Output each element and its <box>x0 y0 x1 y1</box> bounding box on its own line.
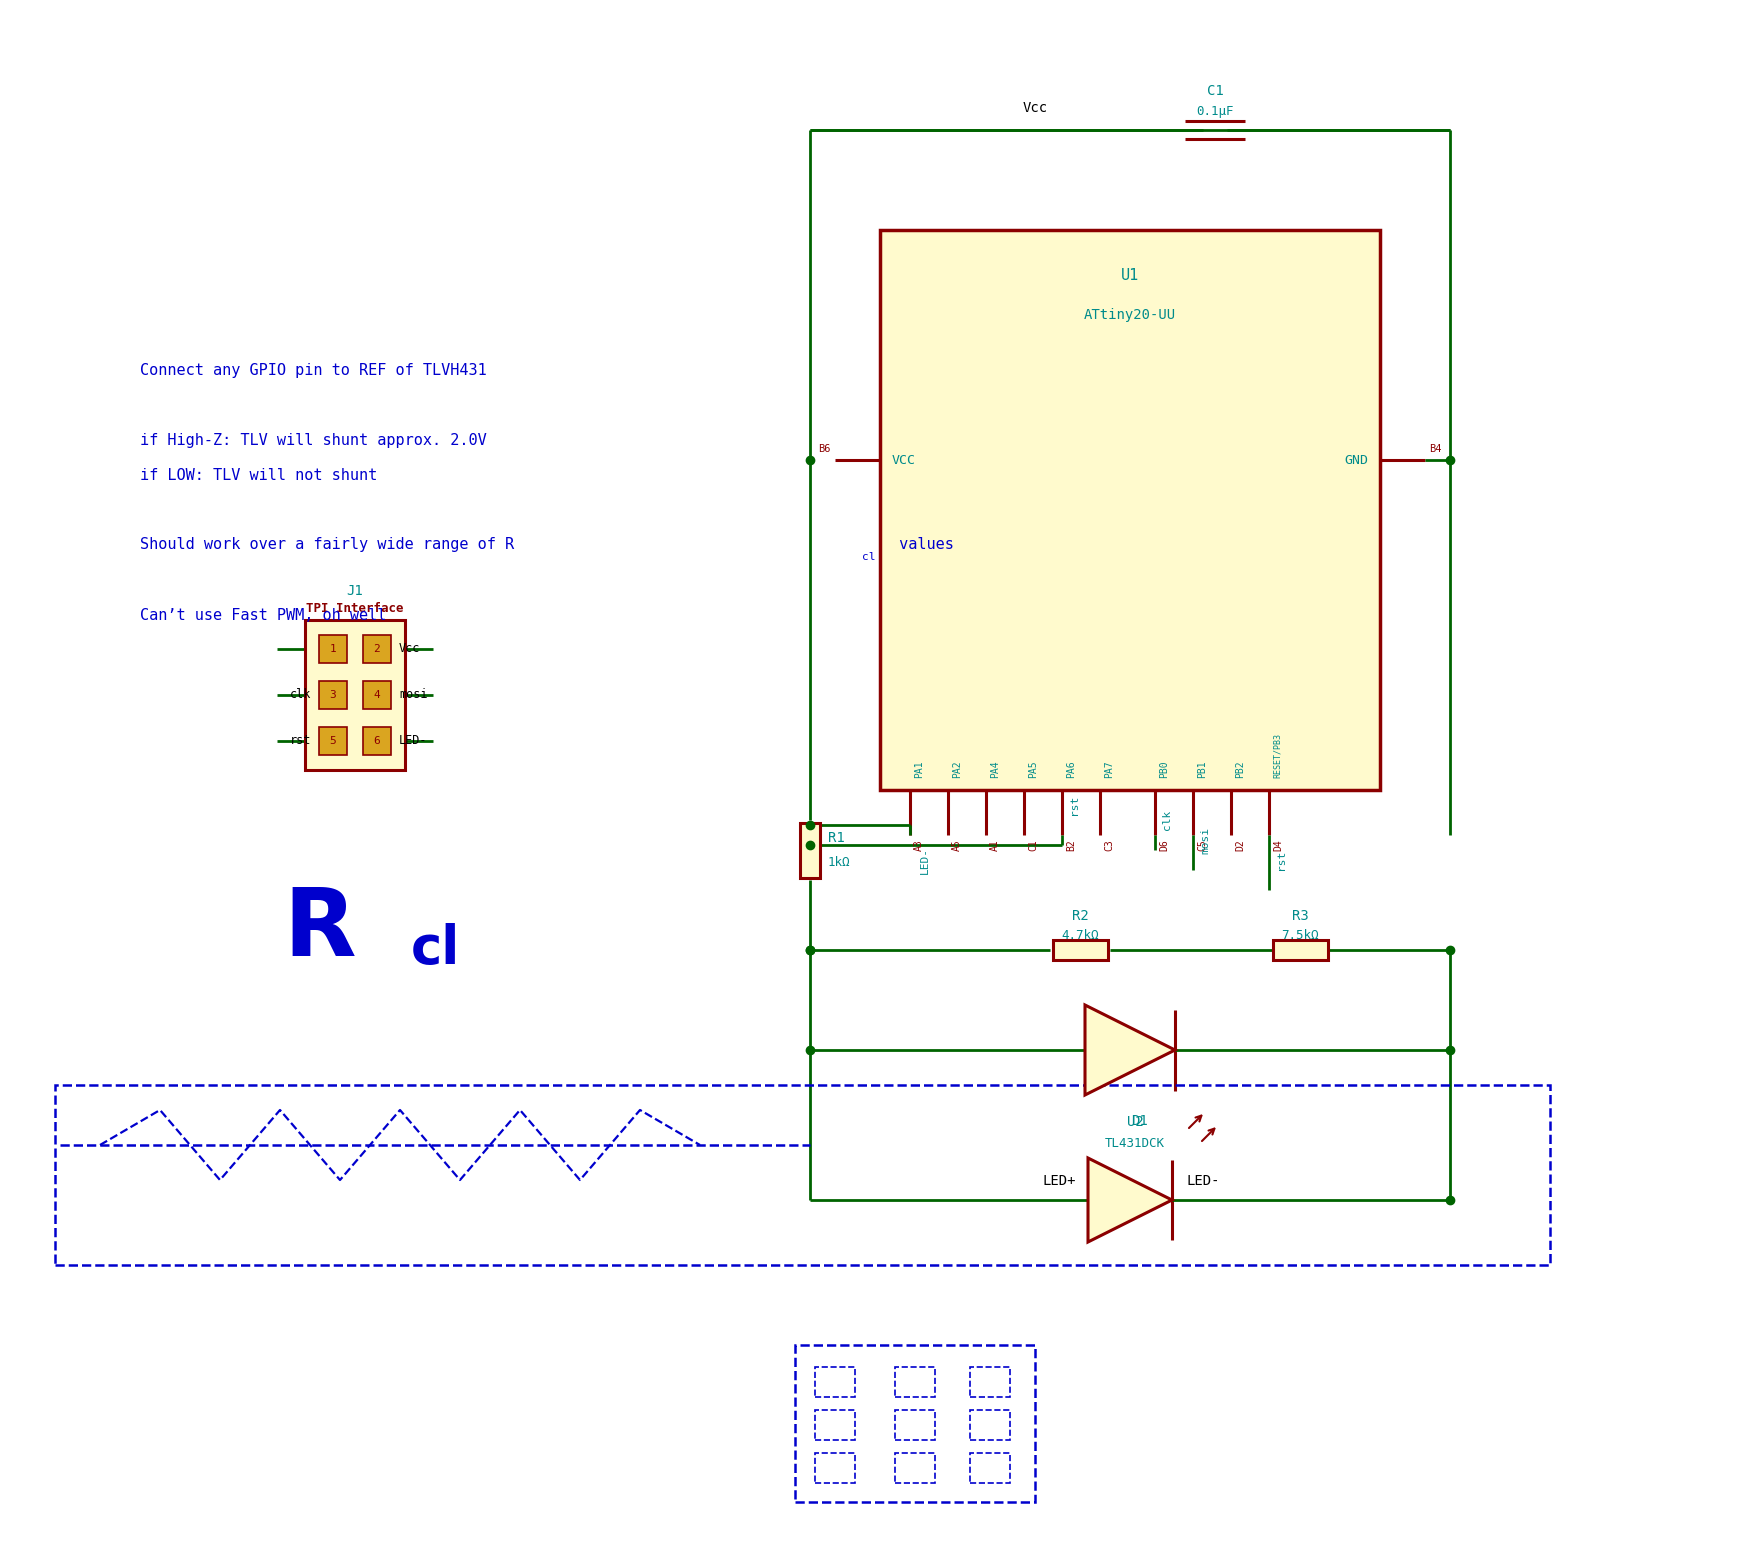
Text: R: R <box>284 883 357 976</box>
Text: J1: J1 <box>346 584 364 598</box>
Text: R2: R2 <box>1071 908 1088 922</box>
Text: 0.1μF: 0.1μF <box>1197 105 1234 118</box>
Text: if High-Z: TLV will shunt approx. 2.0V: if High-Z: TLV will shunt approx. 2.0V <box>140 432 486 448</box>
Text: D2: D2 <box>1236 839 1244 851</box>
Text: B6: B6 <box>819 443 831 454</box>
Text: rst: rst <box>1276 849 1286 870</box>
Text: 2: 2 <box>374 643 380 654</box>
Text: Can’t use Fast PWM, oh well: Can’t use Fast PWM, oh well <box>140 608 387 623</box>
Text: C3: C3 <box>1104 839 1115 851</box>
Text: cl: cl <box>863 552 875 563</box>
Text: TL431DCK: TL431DCK <box>1104 1138 1166 1150</box>
Text: clk: clk <box>289 688 312 702</box>
Text: D1: D1 <box>1132 1114 1148 1128</box>
Bar <box>54 1085 1550 1265</box>
Text: B4: B4 <box>1430 443 1442 454</box>
Text: A1: A1 <box>990 839 999 851</box>
Text: PA2: PA2 <box>952 761 963 778</box>
Text: TPI Interface: TPI Interface <box>306 601 404 615</box>
Text: values: values <box>891 538 954 552</box>
Text: mosi: mosi <box>399 688 427 702</box>
Text: LED-: LED- <box>399 735 427 747</box>
Text: LED-: LED- <box>920 846 929 874</box>
Bar <box>894 1367 934 1397</box>
Text: PA4: PA4 <box>990 761 999 778</box>
Text: clk: clk <box>1162 809 1172 831</box>
Text: U1: U1 <box>1122 268 1139 282</box>
Text: R1: R1 <box>828 831 845 845</box>
Text: PA7: PA7 <box>1104 761 1115 778</box>
Text: ATtiny20-UU: ATtiny20-UU <box>1083 308 1176 322</box>
Text: PB1: PB1 <box>1197 761 1207 778</box>
Text: 5: 5 <box>329 736 336 746</box>
Text: Connect any GPIO pin to REF of TLVH431: Connect any GPIO pin to REF of TLVH431 <box>140 363 486 378</box>
Text: 6: 6 <box>374 736 380 746</box>
Text: D4: D4 <box>1272 839 1283 851</box>
Bar <box>1272 939 1328 959</box>
Text: C5: C5 <box>1197 839 1207 851</box>
Text: mosi: mosi <box>1200 826 1209 854</box>
Bar <box>816 1410 856 1440</box>
Bar <box>318 636 346 663</box>
Bar <box>816 1452 856 1483</box>
Text: rst: rst <box>1069 795 1080 815</box>
Text: LED-: LED- <box>1186 1173 1220 1187</box>
Bar <box>894 1452 934 1483</box>
Bar <box>800 823 821 877</box>
Text: PB0: PB0 <box>1158 761 1169 778</box>
Text: if LOW: TLV will not shunt: if LOW: TLV will not shunt <box>140 468 378 482</box>
Text: A3: A3 <box>914 839 924 851</box>
Text: U2: U2 <box>1127 1114 1143 1128</box>
Bar <box>362 727 390 755</box>
Text: 3: 3 <box>329 690 336 701</box>
Text: RESET/PB3: RESET/PB3 <box>1272 733 1283 778</box>
Bar <box>894 1410 934 1440</box>
Bar <box>970 1367 1010 1397</box>
Bar <box>794 1345 1034 1502</box>
Text: R3: R3 <box>1292 908 1309 922</box>
Text: D6: D6 <box>1158 839 1169 851</box>
Bar <box>880 229 1381 790</box>
Bar <box>318 680 346 708</box>
Text: 7.5kΩ: 7.5kΩ <box>1281 928 1320 942</box>
Text: Vcc: Vcc <box>1022 101 1048 115</box>
Text: C1: C1 <box>1208 84 1223 98</box>
Bar <box>1052 939 1108 959</box>
Text: VCC: VCC <box>892 454 915 467</box>
Bar <box>318 727 346 755</box>
Text: 4.7kΩ: 4.7kΩ <box>1060 928 1099 942</box>
Text: 1kΩ: 1kΩ <box>828 856 850 868</box>
Text: PA5: PA5 <box>1027 761 1038 778</box>
Bar <box>304 620 404 770</box>
Text: PB2: PB2 <box>1236 761 1244 778</box>
Text: LED+: LED+ <box>1043 1173 1076 1187</box>
Text: 4: 4 <box>374 690 380 701</box>
Text: rst: rst <box>289 735 312 747</box>
Text: 1: 1 <box>329 643 336 654</box>
Polygon shape <box>1088 1158 1172 1242</box>
Text: C1: C1 <box>1027 839 1038 851</box>
Bar <box>970 1410 1010 1440</box>
Text: Should work over a fairly wide range of R: Should work over a fairly wide range of … <box>140 538 514 552</box>
Bar <box>970 1452 1010 1483</box>
Polygon shape <box>1085 1004 1174 1094</box>
Bar <box>362 636 390 663</box>
Text: PA1: PA1 <box>914 761 924 778</box>
Text: PA6: PA6 <box>1066 761 1076 778</box>
Text: A5: A5 <box>952 839 963 851</box>
Bar <box>362 680 390 708</box>
Text: cl: cl <box>410 922 460 975</box>
Bar <box>816 1367 856 1397</box>
Text: GND: GND <box>1344 454 1368 467</box>
Text: B2: B2 <box>1066 839 1076 851</box>
Text: Vcc: Vcc <box>399 643 420 656</box>
